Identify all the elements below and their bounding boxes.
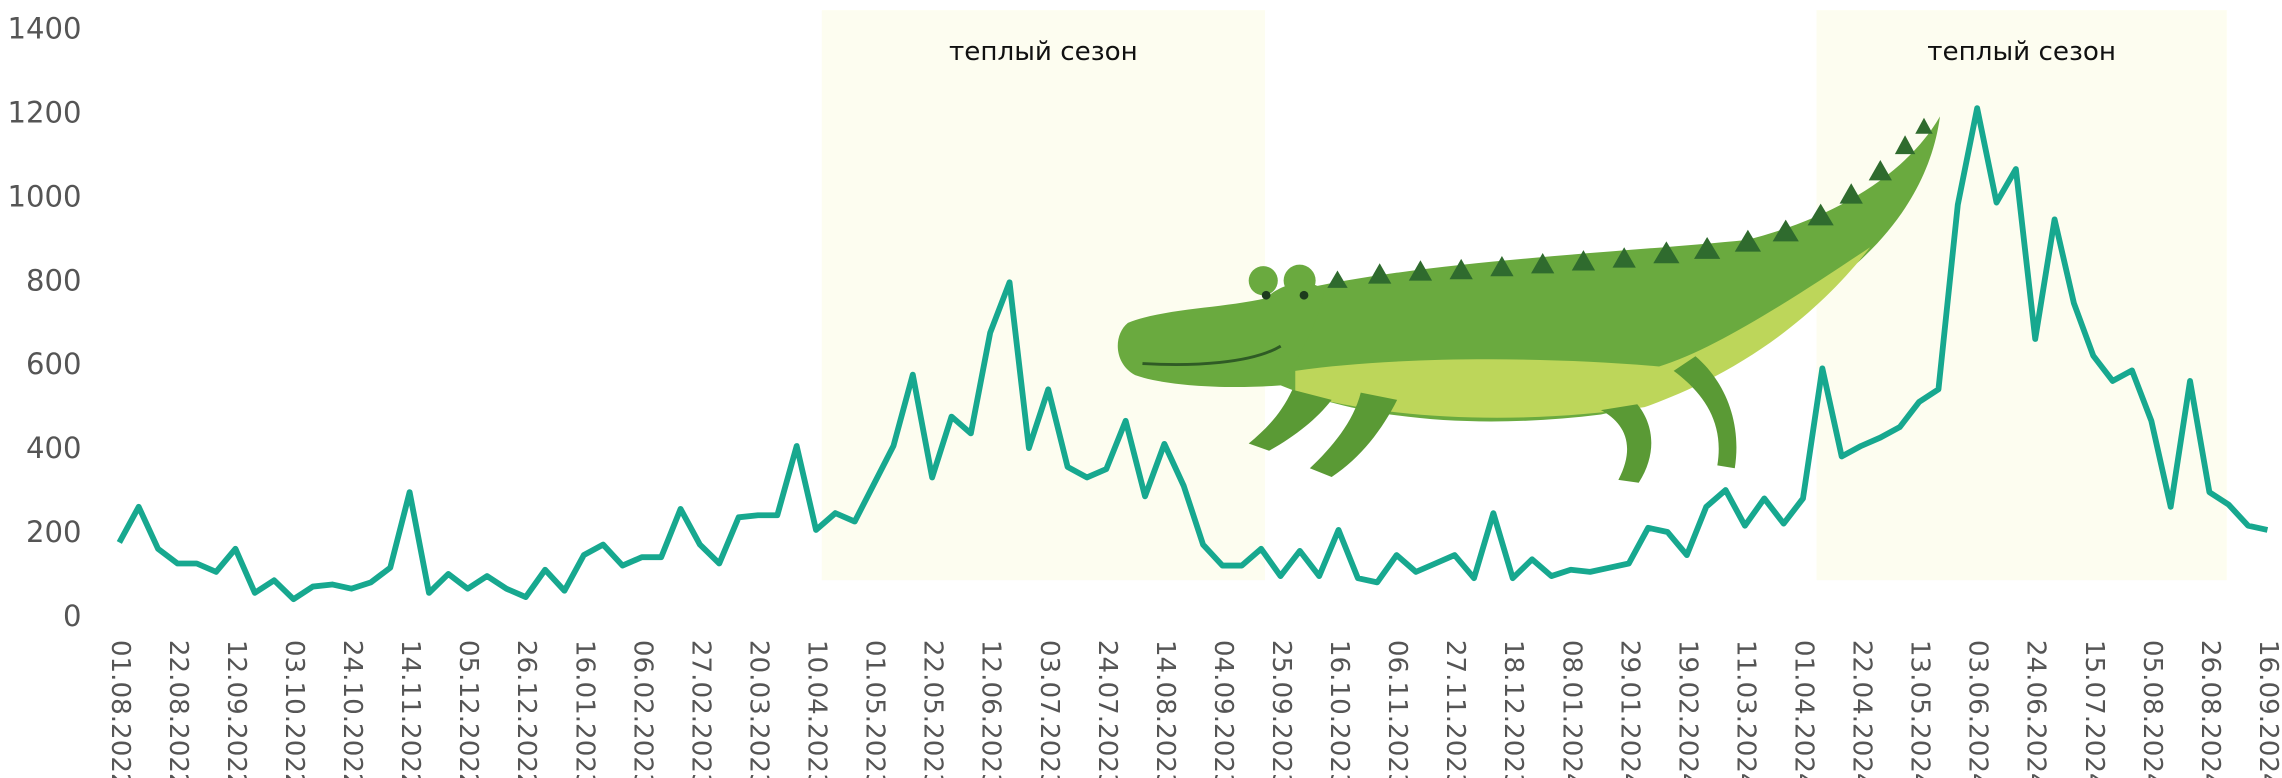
x-tick-label: 11.03.2024 [1730,640,1760,778]
x-tick-label: 08.01.2024 [1556,640,1586,778]
x-tick-label: 16.10.2023 [1324,640,1354,778]
x-tick-label: 29.01.2024 [1614,640,1644,778]
x-tick-label: 22.04.2024 [1847,640,1877,778]
y-tick-label: 200 [26,515,82,549]
x-tick-label: 10.04.2023 [802,640,832,778]
x-tick-label: 27.11.2023 [1440,640,1470,778]
x-tick-label: 05.12.2022 [453,640,483,778]
season-band [822,10,1265,580]
y-tick-label: 1400 [7,12,81,46]
x-tick-label: 26.08.2024 [2195,640,2225,778]
x-tick-label: 26.12.2022 [511,640,541,778]
x-tick-label: 06.11.2023 [1382,640,1412,778]
x-tick-label: 03.06.2024 [1963,640,1993,778]
x-tick-label: 13.05.2024 [1905,640,1935,778]
y-tick-label: 800 [26,263,82,297]
season-label: теплый сезон [1927,37,2116,67]
y-tick-label: 600 [26,347,82,381]
x-tick-label: 16.09.2024 [2253,640,2282,778]
x-tick-label: 03.10.2022 [279,640,309,778]
x-tick-label: 24.06.2024 [2021,640,2051,778]
x-tick-label: 01.05.2023 [860,640,890,778]
x-tick-label: 24.10.2022 [337,640,367,778]
x-tick-label: 15.07.2024 [2079,640,2109,778]
x-tick-label: 12.06.2023 [976,640,1006,778]
x-tick-label: 03.07.2023 [1034,640,1064,778]
x-tick-label: 05.08.2024 [2137,640,2167,778]
x-tick-label: 14.08.2023 [1150,640,1180,778]
x-tick-label: 20.03.2023 [743,640,773,778]
x-tick-label: 18.12.2023 [1498,640,1528,778]
x-tick-label: 16.01.2023 [569,640,599,778]
x-tick-label: 27.02.2023 [685,640,715,778]
chart: теплый сезон теплый сезон 0 200 400 600 800 10… [0,0,2282,778]
y-tick-label: 1000 [7,179,81,213]
season-label: теплый сезон [949,37,1138,67]
x-tick-label: 04.09.2023 [1208,640,1238,778]
x-tick-label: 06.02.2023 [627,640,657,778]
x-tick-label: 24.07.2023 [1092,640,1122,778]
y-tick-label: 0 [63,599,82,633]
x-tick-label: 01.08.2022 [105,640,135,778]
x-tick-label: 19.02.2024 [1672,640,1702,778]
y-tick-label: 1200 [7,95,81,129]
page: {"chart_data": {"type": "line", "annotat… [0,0,2282,778]
x-tick-label: 22.08.2022 [163,640,193,778]
x-tick-label: 12.09.2022 [221,640,251,778]
x-tick-label: 01.04.2024 [1788,640,1818,778]
x-tick-label: 14.11.2022 [395,640,425,778]
x-tick-label: 25.09.2023 [1266,640,1296,778]
x-tick-label: 22.05.2023 [918,640,948,778]
y-tick-label: 400 [26,431,82,465]
